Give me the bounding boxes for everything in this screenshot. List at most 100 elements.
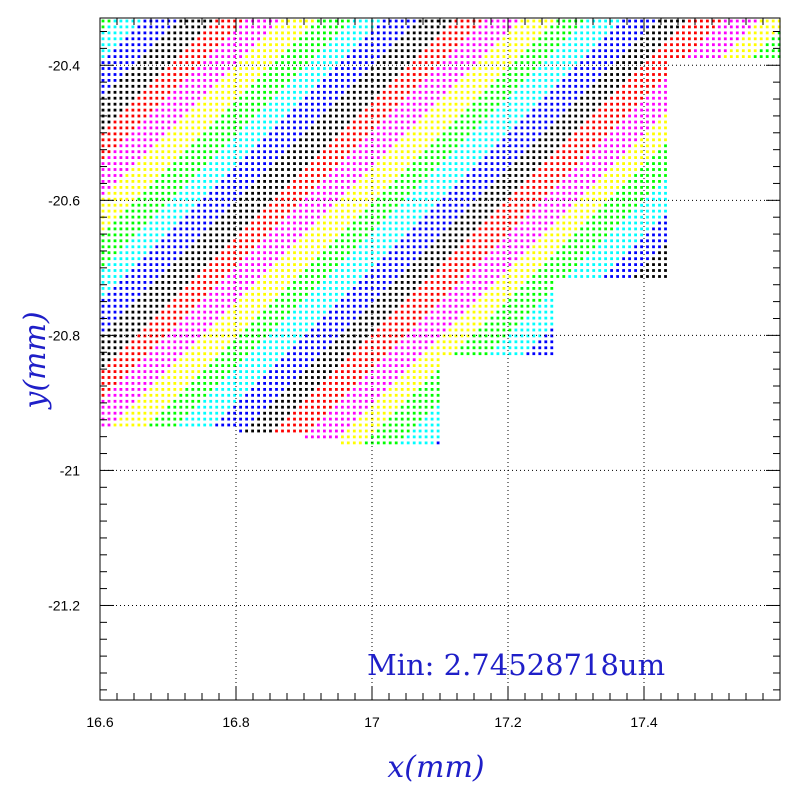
data-point [197,19,201,23]
data-point [346,96,350,100]
data-point [376,67,380,70]
data-point [514,328,518,332]
data-point [185,376,189,379]
data-point [203,144,207,148]
data-point [514,263,518,266]
data-point [167,174,171,177]
data-point [161,49,165,53]
data-point [364,221,368,225]
data-point [335,310,338,314]
data-point [538,67,542,70]
data-point [394,120,398,124]
data-point [364,382,368,385]
data-point [101,310,105,314]
data-point [442,138,446,142]
data-point [185,43,189,47]
data-point [275,292,278,296]
data-point [394,239,398,243]
data-point [185,49,189,53]
data-point [388,43,392,47]
data-point [317,49,320,53]
data-point [329,197,332,201]
data-point [311,180,314,183]
data-point [478,281,482,284]
data-point [352,281,356,284]
data-point [269,114,272,118]
data-point [454,174,458,177]
data-point [227,269,231,272]
data-point [251,138,254,142]
data-point [125,19,129,23]
data-point [185,84,189,88]
data-point [364,399,368,403]
data-point [484,316,488,320]
data-point [346,84,350,88]
data-point [388,114,392,118]
data-point [442,346,446,350]
data-point [502,239,506,243]
data-point [520,215,524,219]
data-point [329,114,332,118]
data-point [520,102,524,106]
data-point [161,239,165,243]
data-point [448,49,452,53]
data-point [478,162,482,165]
data-point [311,191,314,195]
data-point [400,19,404,23]
data-point [161,393,165,397]
data-point [245,281,248,284]
data-point [179,346,183,350]
data-point [341,405,344,409]
data-point [460,67,464,70]
data-point [406,411,410,415]
data-point [239,352,242,356]
data-point [346,150,350,154]
data-point [239,215,242,219]
data-point [412,334,416,338]
data-point [424,138,428,142]
data-point [263,417,266,421]
data-point [454,281,458,284]
data-point [155,352,159,356]
data-point [221,37,225,41]
data-point [394,263,398,266]
data-point [532,233,536,237]
data-point [490,227,494,231]
data-point [137,150,141,154]
data-point [251,304,254,308]
data-point [275,55,278,58]
data-point [544,108,548,112]
data-point [448,61,452,64]
data-point [406,186,410,189]
data-point [358,102,362,106]
data-point [364,310,368,314]
data-point [382,132,386,136]
data-point [107,43,111,47]
data-point [526,221,530,225]
data-point [119,31,123,35]
data-point [293,186,296,189]
data-point [167,37,171,41]
data-point [251,269,254,272]
data-point [119,174,123,177]
data-point [239,281,242,284]
data-point [394,108,398,112]
data-point [185,399,189,403]
data-point [460,292,464,296]
data-point [364,162,368,165]
data-point [137,370,141,373]
data-point [299,340,302,344]
data-point [382,221,386,225]
data-point [514,126,518,130]
data-point [454,180,458,183]
data-point [287,358,290,362]
data-point [125,358,129,362]
data-point [191,370,195,373]
data-point [472,281,476,284]
data-point [149,61,153,64]
data-point [149,67,153,70]
data-point [311,186,314,189]
data-point [311,239,314,243]
data-point [305,263,308,266]
data-point [496,227,500,231]
